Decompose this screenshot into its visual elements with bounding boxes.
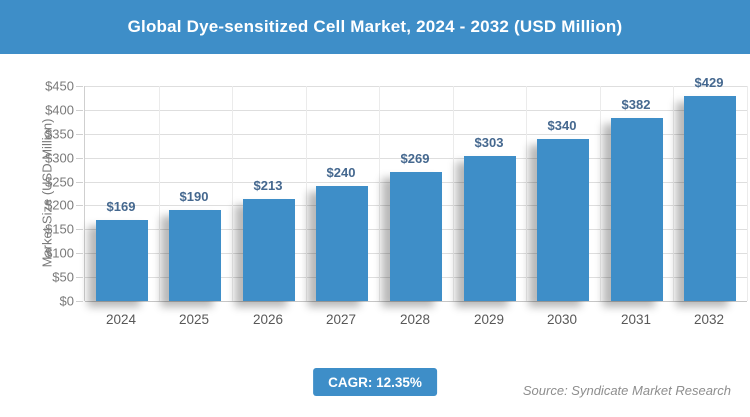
y-axis-tick xyxy=(76,86,83,87)
grid-line-v xyxy=(673,86,674,301)
title-bar: Global Dye-sensitized Cell Market, 2024 … xyxy=(0,0,750,54)
y-axis-tick xyxy=(76,301,83,302)
x-tick-label: 2030 xyxy=(546,312,578,327)
x-tick-label: 2026 xyxy=(252,312,284,327)
y-axis-tick xyxy=(76,277,83,279)
grid-line-v xyxy=(526,86,527,301)
grid-line-v xyxy=(379,86,380,301)
x-tick-label: 2029 xyxy=(473,312,505,327)
y-tick-label: $350 xyxy=(45,126,74,142)
y-tick-label: $300 xyxy=(45,150,74,166)
bar xyxy=(243,199,295,301)
cagr-badge: CAGR: 12.35% xyxy=(313,368,437,396)
y-tick-label: $200 xyxy=(45,197,74,213)
x-tick-label: 2032 xyxy=(693,312,725,327)
y-axis-tick xyxy=(76,133,83,135)
y-tick-label: $400 xyxy=(45,102,74,118)
grid-line-h xyxy=(85,133,747,135)
plot-area xyxy=(84,86,748,302)
chart-title: Global Dye-sensitized Cell Market, 2024 … xyxy=(127,17,623,36)
grid-line-v xyxy=(306,86,307,301)
grid-line-h xyxy=(85,157,747,159)
y-axis-tick xyxy=(76,157,83,159)
bar xyxy=(464,156,516,301)
bar xyxy=(316,186,368,301)
bar xyxy=(684,96,736,301)
bar-value-label: $340 xyxy=(547,118,577,133)
bar xyxy=(169,210,221,301)
bar-value-label: $213 xyxy=(253,178,283,193)
bar-value-label: $240 xyxy=(326,165,356,180)
grid-line-v xyxy=(453,86,454,301)
grid-line-h xyxy=(85,109,747,111)
bar-value-label: $303 xyxy=(474,135,504,150)
grid-line-v xyxy=(159,86,160,301)
y-tick-label: $100 xyxy=(45,245,74,261)
y-axis-tick xyxy=(76,109,83,111)
y-axis-tick xyxy=(76,205,83,207)
x-tick-label: 2031 xyxy=(620,312,652,327)
source-text: Source: Syndicate Market Research xyxy=(522,383,731,398)
x-tick-label: 2027 xyxy=(325,312,357,327)
x-tick-label: 2024 xyxy=(105,312,137,327)
bar xyxy=(537,139,589,301)
bar-value-label: $269 xyxy=(400,151,430,166)
grid-line-h xyxy=(85,301,747,302)
x-tick-label: 2028 xyxy=(399,312,431,327)
bar xyxy=(96,220,148,301)
y-tick-label: $450 xyxy=(45,78,74,94)
x-tick-label: 2025 xyxy=(178,312,210,327)
y-tick-label: $0 xyxy=(59,293,74,309)
y-tick-label: $250 xyxy=(45,174,74,190)
bar-value-label: $429 xyxy=(694,75,724,90)
grid-line-v xyxy=(747,86,748,301)
grid-line-h xyxy=(85,86,747,87)
y-tick-label: $50 xyxy=(52,269,74,285)
bar xyxy=(390,172,442,301)
y-axis-tick xyxy=(76,229,83,231)
bar xyxy=(611,118,663,301)
bar-value-label: $169 xyxy=(106,199,136,214)
bar-value-label: $382 xyxy=(621,97,651,112)
grid-line-v xyxy=(600,86,601,301)
y-axis-tick xyxy=(76,253,83,255)
grid-line-v xyxy=(232,86,233,301)
y-axis-tick xyxy=(76,181,83,183)
y-tick-label: $150 xyxy=(45,221,74,237)
bar-value-label: $190 xyxy=(179,189,209,204)
